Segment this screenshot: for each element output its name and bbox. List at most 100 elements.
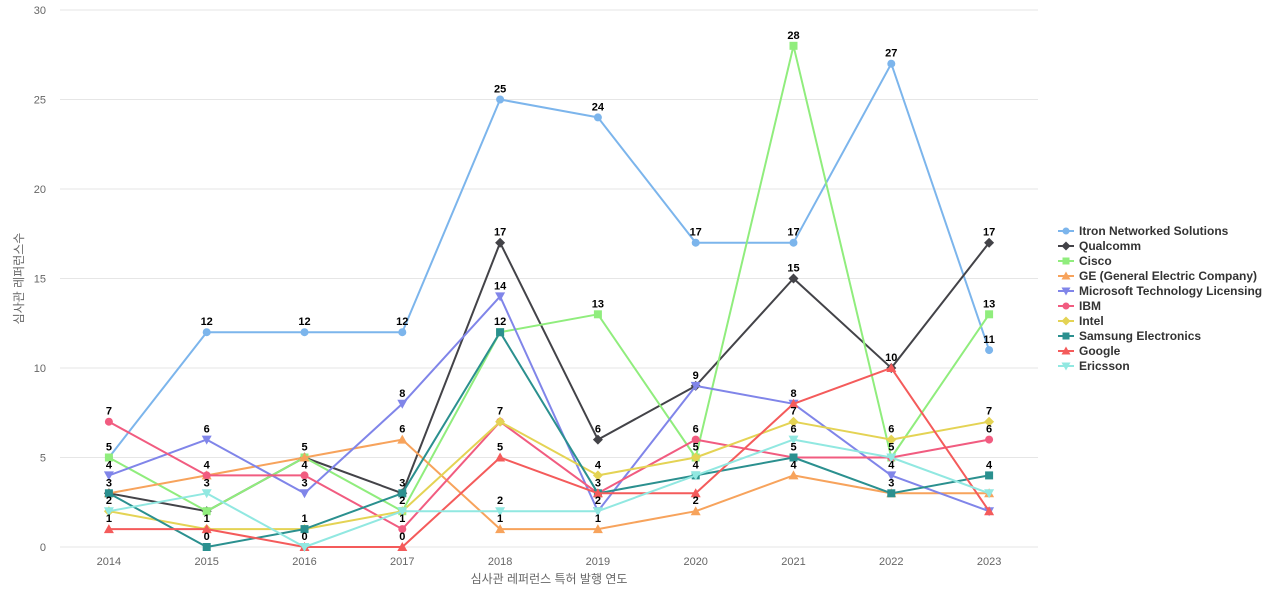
y-tick-label: 30 [34,5,46,17]
data-label: 4 [986,459,993,471]
data-point [984,237,995,248]
data-label: 0 [399,531,405,543]
data-point [103,507,114,517]
data-point [592,507,603,517]
data-point [592,524,603,534]
data-point [202,471,211,480]
data-label: 6 [693,424,699,436]
data-point [690,506,701,516]
data-label: 1 [595,513,601,525]
data-label: 17 [494,227,506,239]
x-tick-label: 2014 [97,556,121,568]
data-point [495,507,506,517]
legend-label: Ericsson [1079,359,1130,373]
data-point [201,489,212,499]
legend-item[interactable]: Qualcomm [1058,239,1141,253]
data-point [788,398,799,408]
data-point [788,435,799,445]
data-point [789,238,798,247]
data-point [103,471,114,481]
data-label: 5 [301,442,307,454]
data-label: 17 [983,227,995,239]
data-label: 10 [885,352,897,364]
data-point [887,59,896,68]
data-point [397,434,408,444]
y-tick-label: 10 [34,363,46,375]
data-point [985,435,994,444]
data-point [202,543,211,551]
data-point [690,488,701,498]
data-point [592,488,603,498]
data-point [103,524,114,534]
data-point [300,328,309,337]
legend-label: GE (General Electric Company) [1079,269,1257,283]
series-1 [104,59,994,462]
data-label: 9 [693,370,699,382]
legend-label: Cisco [1079,254,1112,268]
data-label: 3 [399,477,405,489]
data-point [104,453,113,462]
legend-marker [1061,241,1071,251]
series-line [108,62,991,459]
x-tick-label: 2017 [390,556,414,568]
data-point [788,416,799,427]
data-point [495,524,506,534]
data-point [592,470,603,481]
x-tick-label: 2023 [977,556,1001,568]
data-label: 12 [494,316,506,328]
data-label: 0 [301,531,307,543]
legend-item[interactable]: Cisco [1058,254,1112,268]
legend-item[interactable]: Google [1058,344,1121,358]
data-point [789,41,798,50]
data-label: 8 [399,388,405,400]
data-point [592,434,603,445]
data-point [593,310,602,319]
data-label: 1 [399,513,405,525]
legend-item[interactable]: Itron Networked Solutions [1058,224,1229,238]
data-point [201,524,212,534]
y-tick-label: 25 [34,95,46,107]
y-axis-ticks: 0 5 10 15 20 25 30 [34,5,46,554]
legend-marker [1062,257,1070,265]
data-label: 4 [106,459,113,471]
series-line [108,241,990,513]
data-point [789,453,798,462]
data-point [495,292,506,302]
y-axis-title: 심사관 레퍼런스수 [12,233,26,325]
legend-item[interactable]: Ericsson [1058,359,1130,373]
legend-item[interactable]: GE (General Electric Company) [1058,269,1257,283]
data-point [202,507,211,516]
data-point [496,95,505,104]
data-point [691,435,700,444]
data-label: 14 [494,280,507,292]
legend-label: Google [1079,344,1121,358]
data-point [104,417,113,426]
data-point [984,489,995,499]
legend: Itron Networked SolutionsQualcommCiscoGE… [1058,224,1262,373]
series-line [108,438,990,548]
data-label: 15 [787,263,799,275]
data-label: 5 [497,442,503,454]
data-label: 4 [693,459,700,471]
data-point [886,434,897,445]
data-label: 5 [106,442,112,454]
data-point [398,328,407,337]
series-line [108,438,990,531]
data-label: 13 [983,298,995,310]
data-point [202,328,211,337]
data-label: 2 [399,495,405,507]
legend-item[interactable]: Samsung Electronics [1058,329,1201,343]
series-10 [103,435,995,552]
legend-item[interactable]: IBM [1058,299,1101,313]
legend-item[interactable]: Microsoft Technology Licensing [1058,284,1262,298]
legend-marker [1061,346,1071,355]
legend-label: Microsoft Technology Licensing [1079,284,1262,298]
data-point [984,506,995,516]
legend-item[interactable]: Intel [1058,314,1104,328]
legend-marker [1061,362,1071,371]
data-label: 6 [595,424,601,436]
y-tick-label: 20 [34,184,46,196]
data-label: 4 [888,459,895,471]
data-point [104,489,113,498]
